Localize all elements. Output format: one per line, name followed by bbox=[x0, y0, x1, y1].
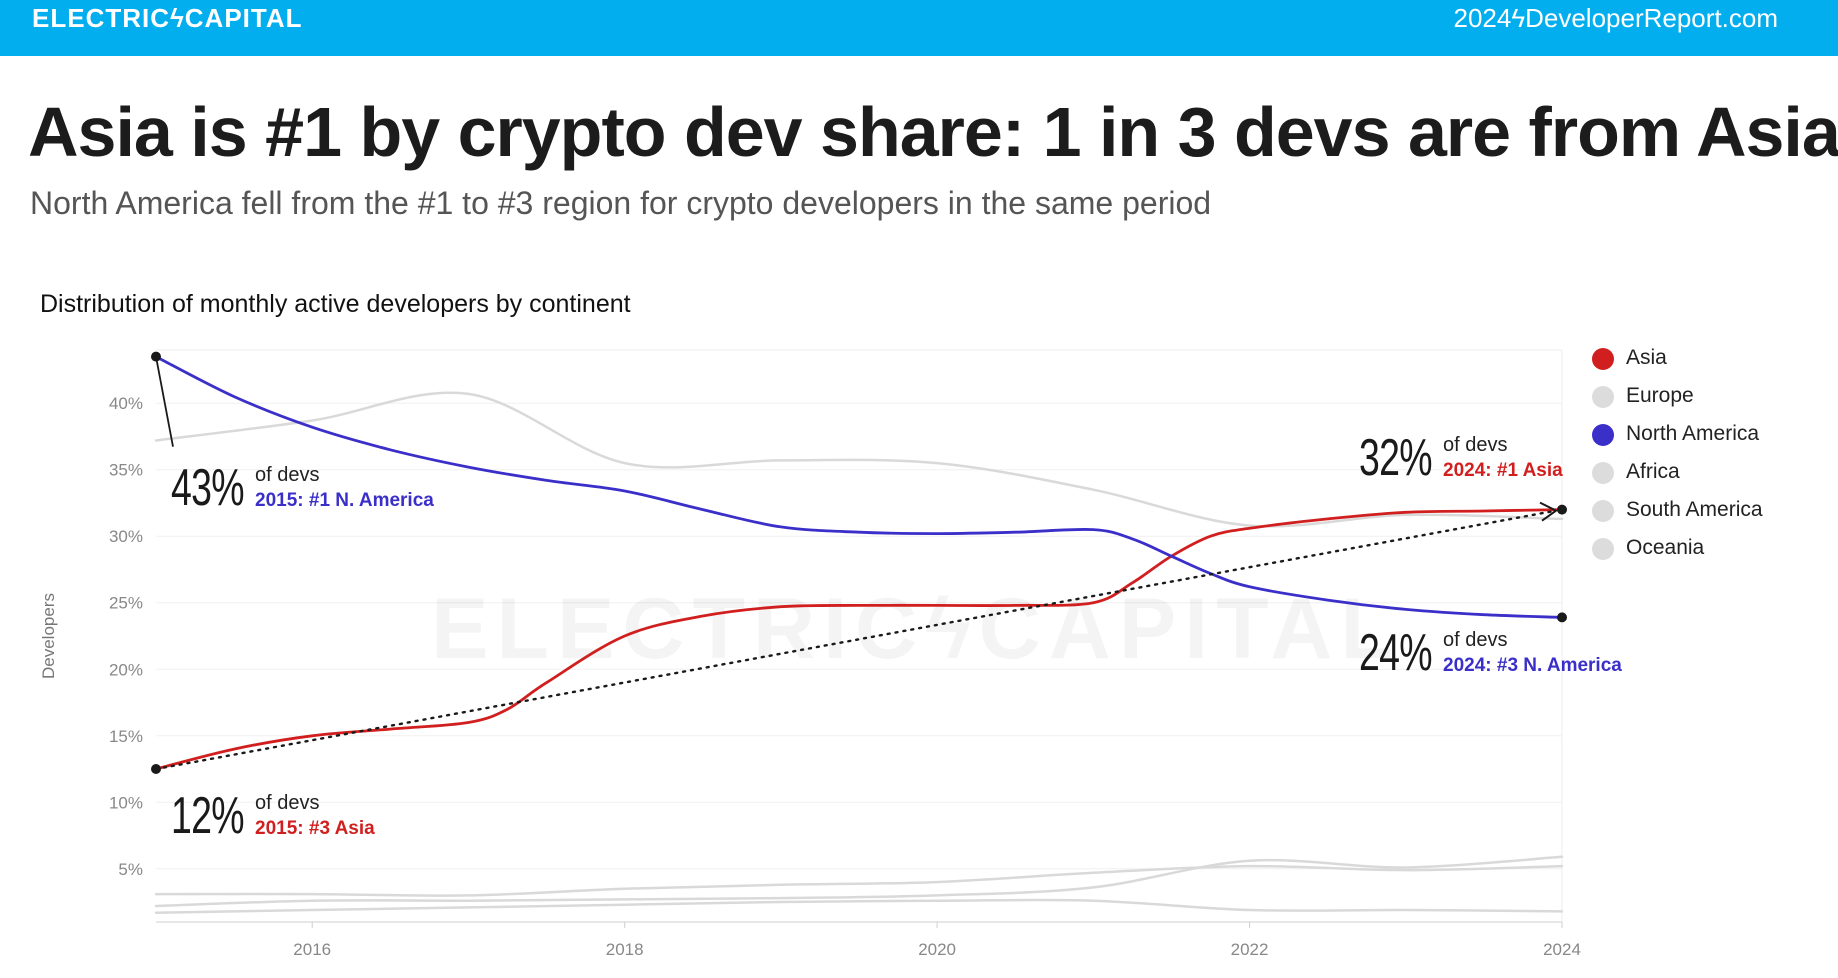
series-line-europe bbox=[154, 391, 1564, 528]
legend-swatch bbox=[1592, 348, 1614, 370]
series-line-oceania bbox=[154, 898, 1564, 914]
series-line-south-america bbox=[154, 864, 1564, 897]
brand-logo: ELECTRICϟCAPITAL bbox=[32, 3, 303, 33]
trend-line-dotted bbox=[154, 509, 1558, 771]
x-tick-label: 2016 bbox=[293, 940, 331, 959]
callout-rank: 2024: #1 Asia bbox=[1443, 460, 1563, 481]
callout-percent: 43% bbox=[171, 459, 244, 517]
legend-label: Oceania bbox=[1626, 536, 1705, 559]
x-tick-label: 2020 bbox=[918, 940, 956, 959]
y-tick-label: 30% bbox=[109, 527, 143, 546]
headline: Asia is #1 by crypto dev share: 1 in 3 d… bbox=[28, 93, 1838, 171]
callout-rank: 2015: #1 N. America bbox=[255, 490, 434, 511]
callout-leader-line bbox=[155, 356, 174, 447]
callout-of-devs: of devs bbox=[255, 792, 320, 814]
callout-rank: 2015: #3 Asia bbox=[255, 818, 375, 839]
trend-arrow-head bbox=[1539, 501, 1557, 522]
legend-label: Africa bbox=[1626, 460, 1680, 483]
subheadline: North America fell from the #1 to #3 reg… bbox=[30, 185, 1212, 221]
y-axis-labels: 5% 10% 15% 20% 25% 30% 35% 40% bbox=[109, 394, 143, 879]
y-tick-label: 20% bbox=[109, 660, 143, 679]
callout-percent: 12% bbox=[171, 787, 244, 845]
legend-label: South America bbox=[1626, 498, 1763, 521]
x-axis-labels: 2016 2018 2020 2022 2024 bbox=[293, 940, 1581, 959]
callout-rank: 2024: #3 N. America bbox=[1443, 655, 1622, 676]
endpoint-dot bbox=[1557, 612, 1567, 623]
annotations bbox=[151, 351, 1567, 775]
y-tick-label: 10% bbox=[109, 793, 143, 812]
legend-label: Asia bbox=[1626, 346, 1667, 369]
series-group bbox=[154, 355, 1564, 914]
x-tick-label: 2022 bbox=[1231, 940, 1269, 959]
callout-percent: 32% bbox=[1359, 429, 1432, 487]
y-tick-label: 25% bbox=[109, 594, 143, 613]
callout-percent: 24% bbox=[1359, 624, 1432, 682]
header-bar: ELECTRICϟCAPITAL 2024ϟDeveloperReport.co… bbox=[0, 0, 1838, 56]
legend-swatch bbox=[1592, 500, 1614, 522]
legend-label: North America bbox=[1626, 422, 1760, 445]
callout-of-devs: of devs bbox=[255, 464, 320, 486]
endpoint-dot bbox=[151, 764, 161, 775]
series-line-asia bbox=[154, 508, 1564, 771]
y-tick-label: 15% bbox=[109, 727, 143, 746]
chart-title: Distribution of monthly active developer… bbox=[40, 290, 631, 318]
legend-swatch bbox=[1592, 462, 1614, 484]
legend-swatch bbox=[1592, 538, 1614, 560]
callout-of-devs: of devs bbox=[1443, 434, 1508, 456]
legend-swatch bbox=[1592, 424, 1614, 446]
y-axis-title: Developers bbox=[39, 593, 58, 679]
y-tick-label: 35% bbox=[109, 461, 143, 480]
endpoint-dot bbox=[1557, 504, 1567, 515]
x-tick-label: 2024 bbox=[1543, 940, 1581, 959]
callout-of-devs: of devs bbox=[1443, 629, 1508, 651]
legend-swatch bbox=[1592, 386, 1614, 408]
series-line-africa bbox=[154, 855, 1564, 908]
y-tick-label: 5% bbox=[118, 860, 143, 879]
y-tick-label: 40% bbox=[109, 394, 143, 413]
site-url[interactable]: 2024ϟDeveloperReport.com bbox=[1453, 3, 1779, 33]
series-line-north-america bbox=[154, 355, 1564, 619]
x-tick-label: 2018 bbox=[606, 940, 644, 959]
legend-label: Europe bbox=[1626, 384, 1694, 407]
